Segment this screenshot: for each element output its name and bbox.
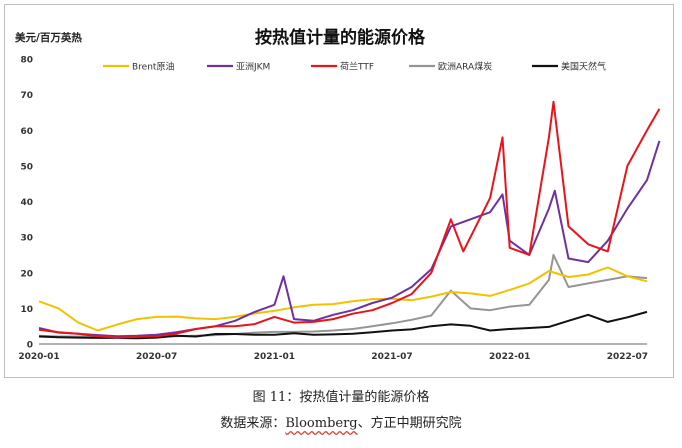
x-axis-ticks: 2020-01 2020-07 2021-01 2021-07 2022-01 2022-…: [18, 352, 648, 362]
legend-label: 欧洲ARA煤炭: [438, 61, 492, 73]
series-line-1: [38, 140, 661, 338]
chart-title: 按热值计量的能源价格: [255, 27, 426, 48]
series-lines: [38, 100, 661, 340]
legend-item-3: 欧洲ARA煤炭: [409, 61, 492, 73]
x-tick-label: 2020-01: [18, 352, 59, 362]
source-suffix: 、方正中期研究院: [357, 416, 462, 431]
y-tick-label: 50: [20, 162, 33, 172]
y-tick-label: 70: [20, 91, 33, 101]
y-tick-label: 40: [20, 198, 33, 208]
legend-label: 美国天然气: [561, 61, 606, 73]
line-chart: 按热值计量的能源价格 美元/百万英热 Brent原油 亚洲JKM 荷兰TTF 欧洲AR…: [15, 27, 661, 362]
figure-caption: 图 11：按热值计量的能源价格: [252, 390, 430, 405]
x-tick-label: 2021-07: [371, 352, 412, 362]
x-tick-label: 2020-07: [136, 352, 177, 362]
y-axis-label: 美元/百万英热: [15, 31, 82, 44]
legend-item-4: 美国天然气: [532, 61, 606, 73]
y-tick-label: 10: [20, 305, 33, 315]
series-line-0: [38, 266, 648, 332]
y-tick-label: 0: [27, 341, 33, 351]
y-axis-ticks: 0 10 20 30 40 50 60 70 80: [20, 56, 33, 351]
series-line-2: [38, 100, 661, 339]
x-tick-label: 2021-01: [254, 352, 295, 362]
source-prefix: 数据来源：: [220, 416, 286, 431]
source-caption: 数据来源：Bloomberg、方正中期研究院: [0, 412, 682, 431]
legend-item-0: Brent原油: [103, 61, 174, 73]
legend-item-2: 荷兰TTF: [311, 61, 374, 73]
legend: Brent原油 亚洲JKM 荷兰TTF 欧洲ARA煤炭 美国天然气: [103, 61, 606, 73]
chart-frame: 按热值计量的能源价格 美元/百万英热 Brent原油 亚洲JKM 荷兰TTF 欧洲AR…: [4, 4, 674, 378]
y-tick-label: 80: [20, 56, 33, 66]
y-tick-label: 20: [20, 269, 33, 279]
y-tick-label: 60: [20, 127, 33, 137]
series-line-4: [38, 310, 648, 340]
source-link: Bloomberg: [285, 416, 358, 431]
y-tick-label: 30: [20, 234, 33, 244]
x-tick-label: 2022-01: [489, 352, 530, 362]
x-tick-label: 2022-07: [607, 352, 648, 362]
legend-label: 亚洲JKM: [236, 62, 270, 73]
legend-label: Brent原油: [132, 61, 174, 73]
legend-label: 荷兰TTF: [340, 61, 374, 73]
legend-item-1: 亚洲JKM: [207, 62, 270, 73]
